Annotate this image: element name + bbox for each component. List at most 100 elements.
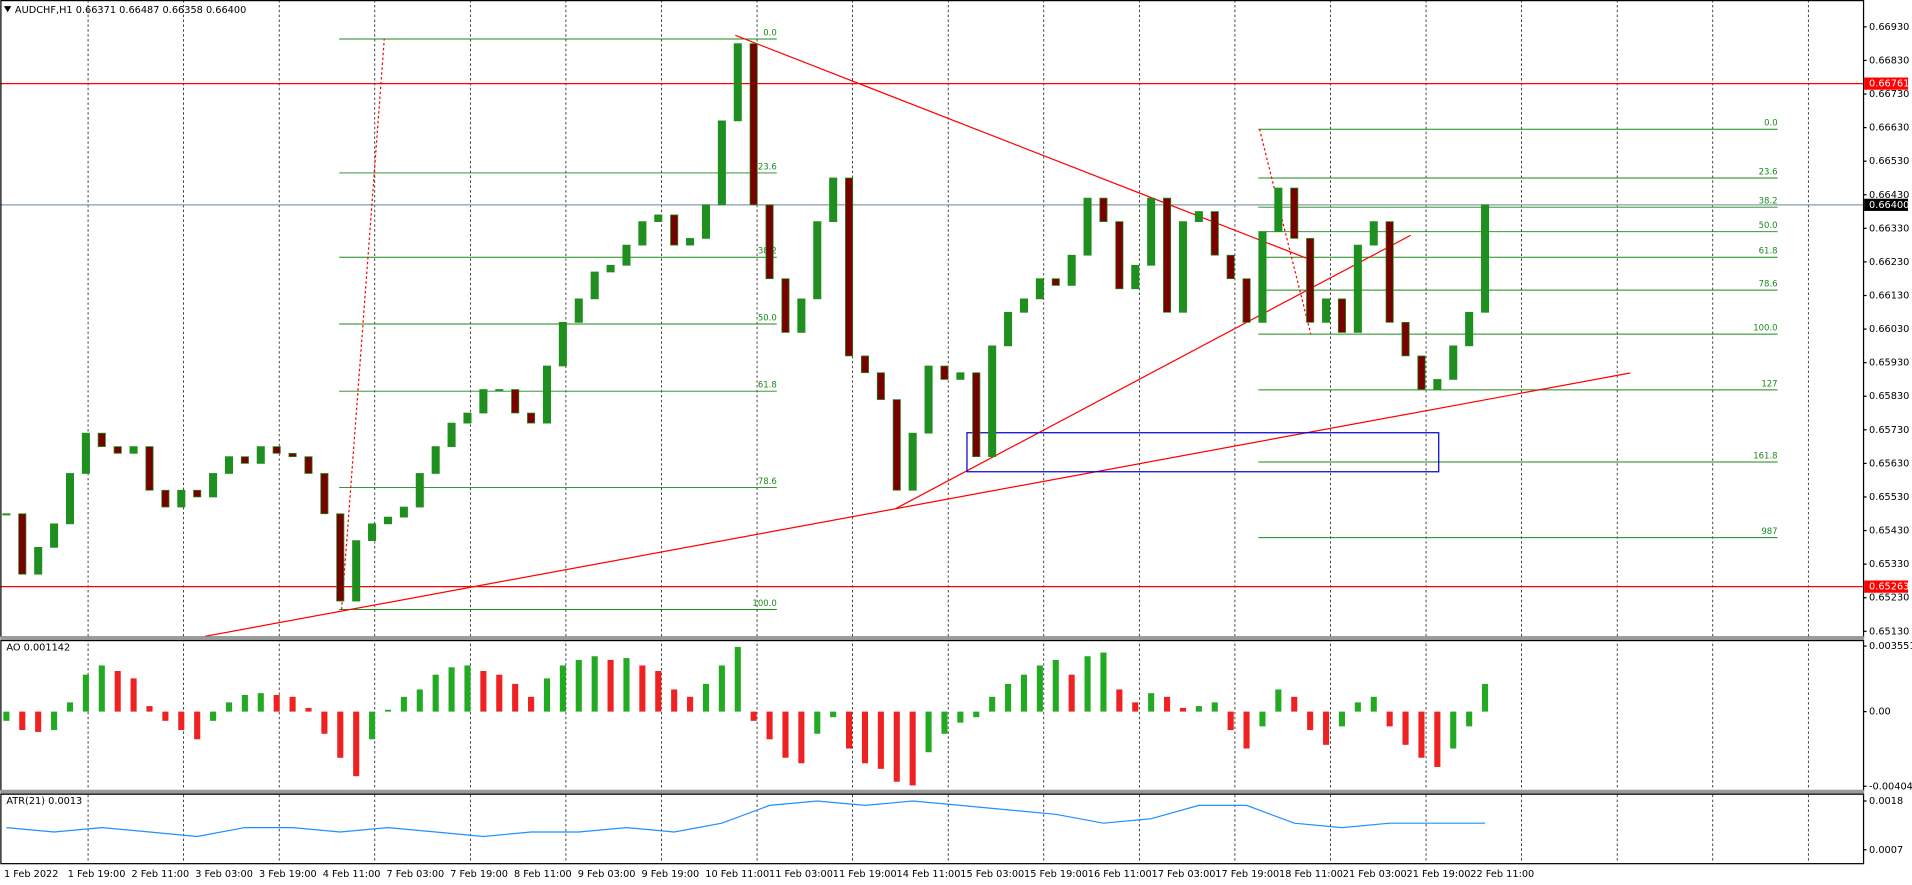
ao-bar <box>416 689 423 712</box>
ao-bar <box>194 711 201 740</box>
x-tick-label: 3 Feb 03:00 <box>195 869 253 880</box>
ao-bar <box>384 709 392 712</box>
candle <box>495 389 504 392</box>
ao-bar <box>1084 656 1091 712</box>
ao-bar <box>814 711 821 734</box>
ao-bar <box>925 711 932 753</box>
candle <box>1385 221 1394 323</box>
ao-bar <box>989 696 996 712</box>
ao-bar <box>337 711 344 758</box>
y-tick-label: 0.66030 <box>1869 324 1909 335</box>
candle <box>1067 254 1076 286</box>
candle <box>717 120 726 206</box>
ao-bar <box>1036 665 1043 712</box>
y-tick-label: 0.65930 <box>1869 358 1909 369</box>
candle <box>97 432 106 447</box>
candle <box>1449 345 1458 380</box>
ao-bar <box>559 665 566 712</box>
ao-bar <box>1307 711 1314 731</box>
x-tick-label: 1 Feb 19:00 <box>68 869 126 880</box>
ao-bar <box>19 711 26 731</box>
candle <box>956 372 965 380</box>
panel-separator <box>0 789 1865 794</box>
fibo-level-label: 161.8 <box>1753 451 1777 461</box>
candle <box>590 271 599 300</box>
candle <box>145 446 154 491</box>
atr-panel-border <box>0 793 1865 865</box>
ao-bar <box>1482 683 1489 712</box>
ao-bar <box>861 711 869 764</box>
ao-bar <box>1466 711 1473 727</box>
y-tick-label: 0.66730 <box>1869 89 1909 100</box>
trend-line <box>895 234 1411 509</box>
x-tick-label: 17 Feb 19:00 <box>1215 869 1279 880</box>
atr-line <box>6 800 1486 838</box>
ao-bar <box>66 702 74 712</box>
candle <box>940 365 949 380</box>
ao-bar <box>846 711 853 749</box>
candle <box>129 446 138 454</box>
ao-bar <box>305 707 312 712</box>
ao-bar <box>655 671 662 712</box>
candle <box>638 221 647 246</box>
candle <box>1019 298 1028 313</box>
x-tick-label: 1 Feb 2022 <box>4 869 58 880</box>
candle <box>1401 321 1410 357</box>
candle <box>574 298 583 323</box>
x-tick-label: 22 Feb 11:00 <box>1470 869 1534 880</box>
x-tick-label: 2 Feb 11:00 <box>131 869 189 880</box>
x-tick-label: 9 Feb 19:00 <box>641 869 699 880</box>
ao-bar <box>575 659 582 712</box>
fibo-level-label: 23.6 <box>1759 167 1778 177</box>
y-tick-label: -0.004045 <box>1869 781 1912 792</box>
candle <box>781 278 790 333</box>
candle <box>765 204 774 280</box>
y-tick-label: 0.66630 <box>1869 123 1909 134</box>
fibo-trend <box>1258 129 1312 335</box>
ao-bar <box>1005 683 1012 712</box>
candle <box>542 365 551 424</box>
collapse-icon <box>3 6 12 13</box>
candle <box>1481 204 1490 313</box>
panel-separator <box>0 636 1865 640</box>
ao-bar <box>877 711 884 769</box>
candle <box>1163 197 1172 313</box>
fibo-level-label: 38.2 <box>1759 197 1778 207</box>
candle <box>654 214 663 222</box>
fibo-level-label: 78.6 <box>758 477 777 487</box>
candle <box>18 513 27 575</box>
candle <box>1035 278 1044 300</box>
ao-bar <box>1227 711 1234 731</box>
zone-rectangle <box>966 432 1440 473</box>
candle <box>813 221 822 300</box>
ao-bar <box>1275 689 1282 712</box>
candle <box>177 489 186 508</box>
ao-bar <box>496 674 503 712</box>
candle <box>209 473 218 498</box>
ao-bar <box>369 711 376 740</box>
x-tick-label: 7 Feb 03:00 <box>386 869 444 880</box>
x-tick-label: 21 Feb 03:00 <box>1343 869 1407 880</box>
candle <box>749 43 758 206</box>
ao-bar <box>1418 711 1425 758</box>
y-tick-label: 0.65130 <box>1869 626 1909 637</box>
trend-line <box>204 372 1631 637</box>
ao-bar <box>1243 711 1250 749</box>
ao-bar <box>798 711 805 764</box>
candle <box>50 523 59 548</box>
ao-bar <box>957 711 964 723</box>
ao-bar <box>130 678 137 712</box>
price-level-badge <box>1864 198 1909 211</box>
fibo-level-label: 61.8 <box>1759 247 1778 257</box>
candle <box>368 523 377 541</box>
ao-bar <box>528 696 535 712</box>
ao-bar <box>35 711 42 732</box>
y-tick-label: 0.65330 <box>1869 559 1909 570</box>
y-tick-label: 0.66530 <box>1869 156 1909 167</box>
levels-layer: 0.023.638.250.061.878.6100.00.023.638.25… <box>0 28 1863 610</box>
y-tick-label: 0.0018 <box>1869 796 1903 807</box>
ao-bar <box>225 702 233 712</box>
y-tick-label: 0.66230 <box>1869 257 1909 268</box>
candle <box>1226 254 1235 280</box>
